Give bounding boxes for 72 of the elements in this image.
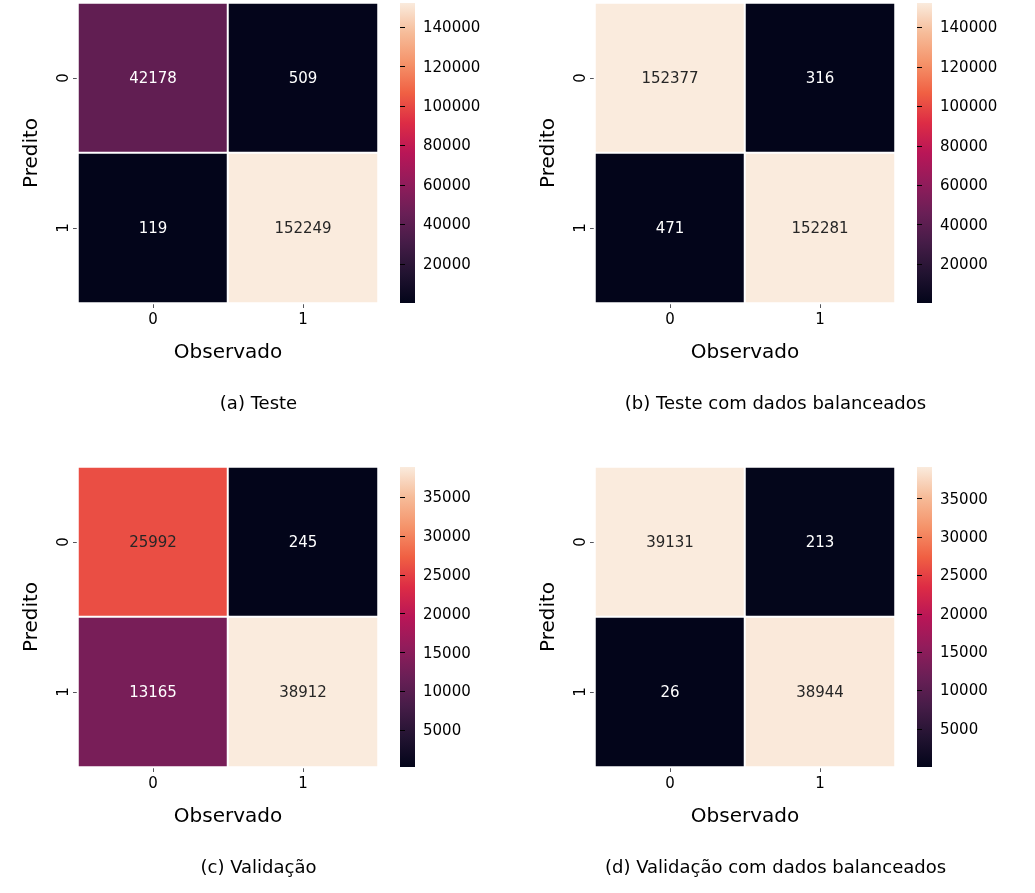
- text: (a) Teste: [219, 391, 298, 413]
- color-bar-label: 35000: [423, 488, 471, 507]
- data-label: 39131: [646, 533, 694, 551]
- color-bar-label: 40000: [940, 215, 988, 234]
- data-label: 42178: [129, 69, 177, 87]
- y-tick-label: 0: [570, 537, 589, 547]
- text: (b) Teste com dados balanceados: [624, 391, 927, 413]
- x-axis-title: Observado: [173, 339, 283, 363]
- y-tick-label: 1: [53, 223, 72, 233]
- data-label: 26: [660, 683, 680, 701]
- data-label: 245: [288, 533, 318, 551]
- color-bar-label: 100000: [940, 97, 998, 116]
- y-tick-label: 0: [570, 73, 589, 83]
- color-bar-label: 120000: [940, 57, 998, 76]
- data-label: 471: [655, 219, 685, 237]
- data-label: 213: [805, 533, 835, 551]
- x-tick-label: 0: [148, 309, 158, 328]
- color-bar-label: 60000: [423, 175, 471, 194]
- x-tick-label: 1: [815, 773, 825, 792]
- y-tick-label: 1: [570, 687, 589, 697]
- text: (d) Validação com dados balanceados: [604, 855, 947, 877]
- color-bar-label: 100000: [423, 97, 481, 116]
- color-bar-label: 35000: [940, 489, 988, 508]
- color-bar-label: 120000: [423, 57, 481, 76]
- color-bar-label: 5000: [423, 721, 462, 740]
- data-label: 38912: [279, 683, 327, 701]
- color-bar-label: 5000: [940, 719, 979, 738]
- color-bar-label: 10000: [423, 682, 471, 701]
- color-bar-label: 25000: [940, 566, 988, 585]
- x-tick-label: 0: [665, 309, 675, 328]
- y-axis-title: Predito: [535, 581, 559, 653]
- color-bar-label: 25000: [423, 565, 471, 584]
- color-bar-label: 20000: [940, 604, 988, 623]
- x-tick-label: 1: [815, 309, 825, 328]
- color-bar-label: 15000: [940, 643, 988, 662]
- text: (c) Validação: [200, 855, 317, 877]
- x-axis-title: Observado: [690, 803, 800, 827]
- color-bar-label: 10000: [940, 681, 988, 700]
- data-label: 13165: [129, 683, 177, 701]
- x-tick-label: 1: [298, 309, 308, 328]
- color-bar-label: 60000: [940, 176, 988, 195]
- data-label: 316: [805, 69, 835, 87]
- color-bar-label: 80000: [940, 136, 988, 155]
- y-tick-label: 1: [570, 223, 589, 233]
- color-bar-label: 140000: [423, 18, 481, 37]
- x-tick-label: 1: [298, 773, 308, 792]
- data-label: 509: [288, 69, 318, 87]
- color-bar-label: 15000: [423, 643, 471, 662]
- y-axis-title: Predito: [535, 117, 559, 189]
- x-axis-title: Observado: [173, 803, 283, 827]
- color-bar-label: 20000: [423, 254, 471, 273]
- y-tick-label: 0: [53, 73, 72, 83]
- data-label: 152377: [641, 69, 699, 87]
- data-label: 152249: [274, 219, 332, 237]
- x-tick-label: 0: [148, 773, 158, 792]
- data-label: 152281: [791, 219, 849, 237]
- color-bar-label: 40000: [423, 215, 471, 234]
- color-bar-label: 30000: [423, 527, 471, 546]
- color-bar-label: 30000: [940, 528, 988, 547]
- x-axis-title: Observado: [690, 339, 800, 363]
- data-label: 119: [138, 219, 168, 237]
- color-bar-label: 140000: [940, 18, 998, 37]
- x-tick-label: 0: [665, 773, 675, 792]
- color-bar-label: 20000: [423, 604, 471, 623]
- y-tick-label: 1: [53, 687, 72, 697]
- y-axis-title: Predito: [18, 581, 42, 653]
- y-tick-label: 0: [53, 537, 72, 547]
- data-label: 38944: [796, 683, 844, 701]
- color-bar-label: 20000: [940, 255, 988, 274]
- color-bar-label: 80000: [423, 136, 471, 155]
- y-axis-title: Predito: [18, 117, 42, 189]
- data-label: 25992: [129, 533, 177, 551]
